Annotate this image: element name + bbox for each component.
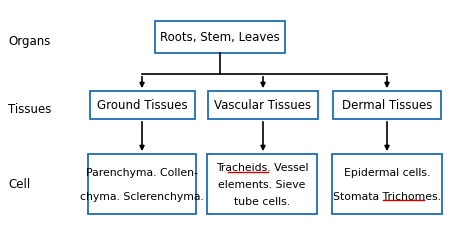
Text: Stomata Trichomes.: Stomata Trichomes. — [333, 191, 441, 201]
Text: Tracheids. Vessel: Tracheids. Vessel — [216, 163, 308, 173]
FancyBboxPatch shape — [155, 22, 285, 54]
FancyBboxPatch shape — [88, 154, 196, 214]
Text: tube cells.: tube cells. — [234, 196, 290, 206]
Text: Organs: Organs — [8, 35, 50, 48]
Text: Ground Tissues: Ground Tissues — [97, 99, 188, 112]
Text: elements. Sieve: elements. Sieve — [219, 179, 306, 189]
FancyBboxPatch shape — [332, 154, 442, 214]
Text: Cell: Cell — [8, 178, 30, 191]
FancyBboxPatch shape — [333, 92, 441, 119]
FancyBboxPatch shape — [208, 92, 318, 119]
Text: Dermal Tissues: Dermal Tissues — [342, 99, 432, 112]
FancyBboxPatch shape — [90, 92, 195, 119]
Text: Vascular Tissues: Vascular Tissues — [214, 99, 311, 112]
FancyBboxPatch shape — [207, 154, 317, 214]
Text: chyma. Sclerenchyma.: chyma. Sclerenchyma. — [80, 191, 204, 201]
Text: Epidermal cells.: Epidermal cells. — [344, 168, 430, 178]
Text: Parenchyma. Collen-: Parenchyma. Collen- — [86, 168, 198, 178]
Text: Tissues: Tissues — [8, 103, 51, 116]
Text: Roots, Stem, Leaves: Roots, Stem, Leaves — [160, 31, 280, 44]
